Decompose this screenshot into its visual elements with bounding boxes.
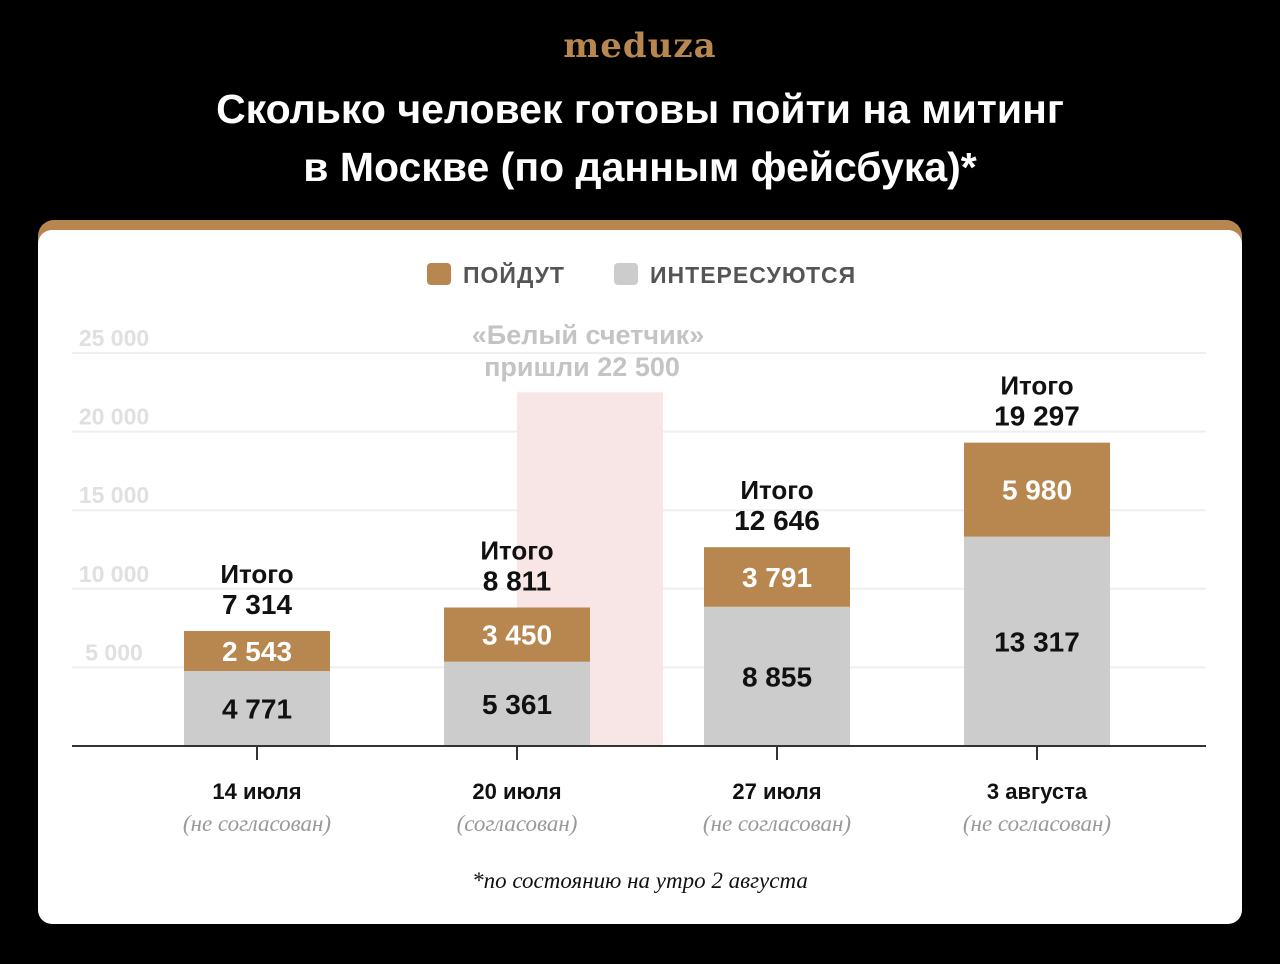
total-value: 7 314 bbox=[222, 589, 292, 620]
footnote: *по состоянию на утро 2 августа bbox=[472, 868, 808, 893]
x-tick-label: 27 июля bbox=[732, 779, 821, 804]
x-tick-note: (не согласован) bbox=[963, 811, 1111, 836]
total-value: 8 811 bbox=[483, 565, 552, 596]
bar-label-interested: 8 855 bbox=[742, 661, 812, 692]
total-prefix: Итого bbox=[1000, 371, 1073, 401]
x-tick-note: (не согласован) bbox=[183, 811, 331, 836]
y-tick-label: 20 000 bbox=[79, 404, 149, 430]
y-tick-label: 5 000 bbox=[85, 639, 143, 665]
title-line-1: Сколько человек готовы пойти на митинг bbox=[216, 86, 1064, 132]
y-tick-label: 10 000 bbox=[79, 561, 149, 587]
bar-label-interested: 13 317 bbox=[994, 626, 1080, 657]
bar-label-interested: 4 771 bbox=[222, 693, 292, 724]
bar-label-going: 3 791 bbox=[742, 562, 812, 593]
legend-label-going: ПОЙДУТ bbox=[463, 261, 565, 288]
legend-label-interested: ИНТЕРЕСУЮТСЯ bbox=[650, 262, 856, 288]
total-prefix: Итого bbox=[480, 535, 553, 565]
y-tick-label: 25 000 bbox=[79, 325, 149, 351]
total-prefix: Итого bbox=[220, 559, 293, 589]
bar-going bbox=[444, 607, 590, 662]
y-tick-label: 15 000 bbox=[79, 482, 149, 508]
bar-label-going: 2 543 bbox=[222, 636, 292, 667]
bar-going bbox=[964, 442, 1110, 537]
total-prefix: Итого bbox=[740, 475, 813, 505]
bar-label-going: 5 980 bbox=[1002, 475, 1072, 506]
total-value: 12 646 bbox=[734, 505, 820, 536]
x-tick-note: (согласован) bbox=[457, 811, 578, 836]
meduza-logo: meduza bbox=[563, 26, 717, 66]
x-tick-label: 20 июля bbox=[472, 779, 561, 804]
bar-interested bbox=[964, 536, 1110, 746]
x-tick-label: 3 августа bbox=[987, 779, 1088, 804]
legend-swatch-interested bbox=[614, 263, 638, 285]
bar-label-interested: 5 361 bbox=[482, 689, 552, 720]
bar-going bbox=[184, 631, 330, 671]
bar-interested bbox=[704, 606, 850, 746]
bar-interested bbox=[444, 661, 590, 746]
annotation-line-2: пришли 22 500 bbox=[484, 352, 680, 382]
x-tick-label: 14 июля bbox=[212, 779, 301, 804]
total-value: 19 297 bbox=[994, 401, 1080, 432]
legend-swatch-going bbox=[427, 263, 451, 285]
page-title: Сколько человек готовы пойти на митинг в… bbox=[0, 80, 1280, 196]
x-tick-note: (не согласован) bbox=[703, 811, 851, 836]
bar-going bbox=[704, 547, 850, 607]
bar-interested bbox=[184, 670, 330, 746]
title-line-2: в Москве (по данным фейсбука)* bbox=[303, 144, 977, 190]
annotation-line-1: «Белый счетчик» bbox=[472, 320, 704, 350]
bar-label-going: 3 450 bbox=[482, 620, 552, 651]
